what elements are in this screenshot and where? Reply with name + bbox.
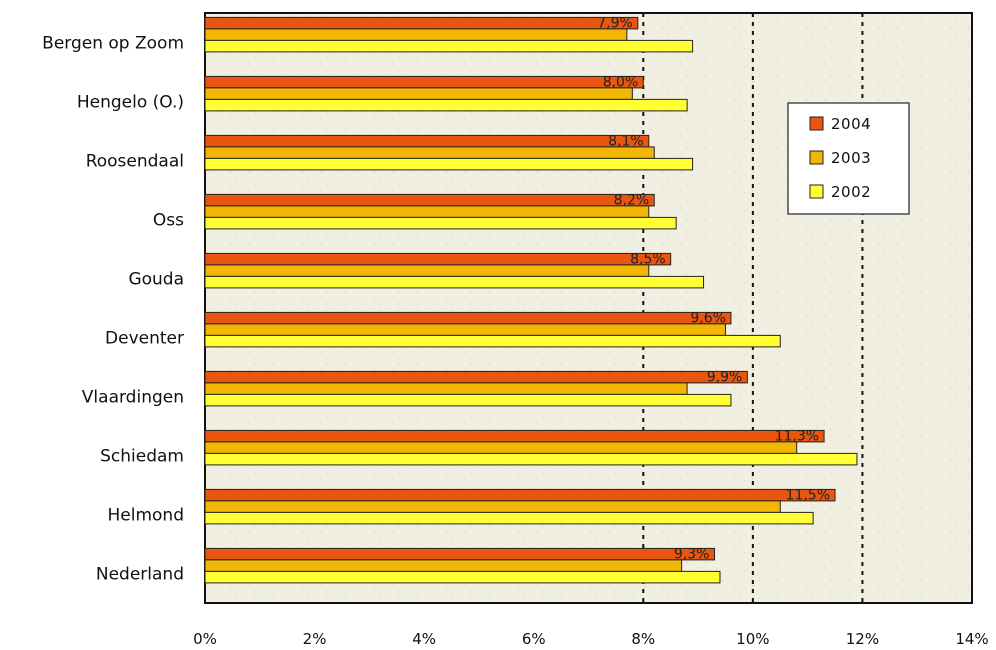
bar-2003-gouda: [204, 264, 650, 277]
bar-2003-hengelo-o: [204, 87, 633, 100]
bar-2004-helmond: [204, 488, 836, 502]
data-label-hengelo-o: 8,0%: [603, 74, 639, 90]
data-label-gouda: 8,5%: [630, 251, 666, 267]
x-tick-label-14: 14%: [955, 630, 988, 648]
bar-2004-schiedam: [204, 429, 825, 443]
data-label-schiedam: 11,3%: [775, 428, 819, 444]
data-label-helmond: 11,5%: [786, 487, 830, 503]
legend: 2004 2003 2002: [787, 102, 910, 215]
bar-2004-vlaardingen: [204, 370, 748, 384]
category-label-helmond: Helmond: [108, 506, 185, 526]
x-tick-label-2: 2%: [303, 630, 327, 648]
x-tick-label-10: 10%: [736, 630, 769, 648]
bars-layer: [204, 16, 858, 584]
bar-2003-oss: [204, 205, 650, 218]
data-label-bergen-op-zoom: 7,9%: [597, 15, 633, 31]
bar-2004-oss: [204, 193, 655, 207]
bar-2003-vlaardingen: [204, 382, 688, 395]
x-tick-label-4: 4%: [412, 630, 436, 648]
bar-2003-helmond: [204, 500, 781, 513]
bar-2002-roosendaal: [204, 157, 694, 171]
x-tick-label-12: 12%: [846, 630, 879, 648]
x-tick-label-0: 0%: [193, 630, 217, 648]
bar-2004-roosendaal: [204, 134, 650, 148]
legend-swatch-2003: [809, 150, 824, 165]
bar-2002-bergen-op-zoom: [204, 39, 694, 53]
bar-2002-schiedam: [204, 452, 858, 466]
bar-2002-hengelo-o: [204, 98, 688, 112]
bar-2002-oss: [204, 216, 677, 230]
category-label-oss: Oss: [153, 211, 184, 231]
x-tick-label-8: 8%: [631, 630, 655, 648]
bar-2003-deventer: [204, 323, 726, 336]
bar-2002-vlaardingen: [204, 393, 732, 407]
bar-2004-nederland: [204, 547, 716, 561]
legend-label-2004: 2004: [831, 115, 871, 133]
category-label-vlaardingen: Vlaardingen: [82, 388, 184, 408]
category-label-bergen-op-zoom: Bergen op Zoom: [42, 34, 184, 54]
data-label-roosendaal: 8,1%: [608, 133, 644, 149]
legend-box: [787, 102, 910, 215]
category-label-hengelo-o: Hengelo (O.): [77, 93, 184, 113]
category-label-gouda: Gouda: [128, 270, 184, 290]
bar-2004-gouda: [204, 252, 672, 266]
legend-swatch-2002: [809, 184, 824, 199]
category-label-schiedam: Schiedam: [100, 447, 184, 467]
bar-2003-schiedam: [204, 441, 798, 454]
category-label-nederland: Nederland: [96, 565, 184, 585]
bar-2002-nederland: [204, 570, 721, 584]
category-label-deventer: Deventer: [105, 329, 184, 349]
bar-2002-helmond: [204, 511, 814, 525]
bar-2002-deventer: [204, 334, 781, 348]
data-label-vlaardingen: 9,9%: [707, 369, 743, 385]
bar-2004-deventer: [204, 311, 732, 325]
labels-layer: Bergen op Zoom 7,9% Hengelo (O.) 8,0% Roosen…: [42, 15, 989, 648]
bar-2004-bergen-op-zoom: [204, 16, 639, 30]
legend-label-2002: 2002: [831, 183, 871, 201]
data-label-oss: 8,2%: [614, 192, 650, 208]
legend-label-2003: 2003: [831, 149, 871, 167]
bar-2004-hengelo-o: [204, 75, 644, 89]
bar-2003-roosendaal: [204, 146, 655, 159]
category-label-roosendaal: Roosendaal: [86, 152, 184, 172]
bar-2003-bergen-op-zoom: [204, 28, 628, 41]
bar-2002-gouda: [204, 275, 705, 289]
legend-swatch-2004: [809, 116, 824, 131]
data-label-deventer: 9,6%: [690, 310, 726, 326]
bar-2003-nederland: [204, 559, 683, 572]
data-label-nederland: 9,3%: [674, 546, 710, 562]
x-tick-label-6: 6%: [522, 630, 546, 648]
